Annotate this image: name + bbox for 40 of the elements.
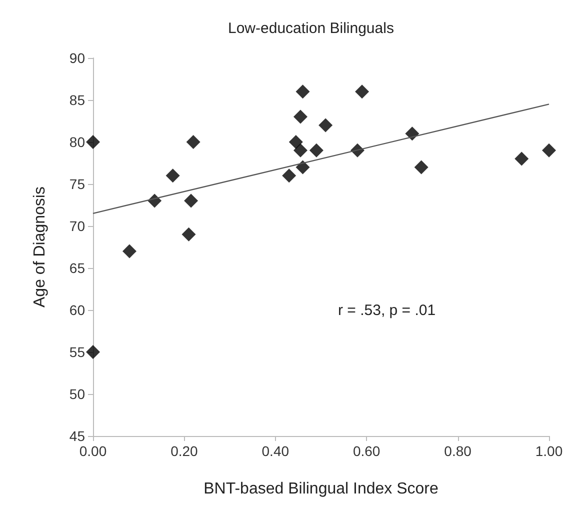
point [86,135,100,149]
point [414,160,428,174]
point [122,244,136,258]
x-tick-label: 0.80 [444,443,472,459]
y-tick-label: 50 [69,386,86,402]
y-tick-label: 55 [69,344,86,360]
y-tick-label: 90 [69,50,86,66]
point [542,143,556,158]
annotation: r = .53, p = .01 [338,302,436,319]
x-axis-title: BNT-based Bilingual Index Score [204,480,438,498]
y-tick-label: 45 [69,428,86,444]
y-axis-title: Age of Diagnosis [32,186,48,308]
y-tick-label: 70 [69,218,86,234]
y-tick-label: 80 [69,134,86,150]
point [309,143,324,158]
x-tick-label: 0.60 [352,443,380,459]
point [86,345,100,359]
point [405,126,420,141]
point [293,110,308,124]
point [288,135,303,149]
point [282,168,296,183]
point [355,84,370,99]
point [166,168,180,183]
y-tick-label: 60 [69,302,86,318]
point [293,143,308,158]
point [296,160,310,174]
y-tick-label: 65 [69,260,86,276]
point [514,152,529,166]
y-tick-label: 85 [69,92,86,108]
point [186,135,200,149]
point [184,194,198,208]
x-tick-label: 0.00 [79,443,107,459]
y-tick-label: 75 [69,176,86,192]
x-tick-label: 0.40 [262,443,290,459]
x-tick-label: 0.20 [170,443,198,459]
point [182,227,196,242]
x-tick-label: 1.00 [535,443,563,459]
point [318,118,333,132]
point [296,84,310,99]
chart-title: Low-education Bilinguals [228,20,394,37]
